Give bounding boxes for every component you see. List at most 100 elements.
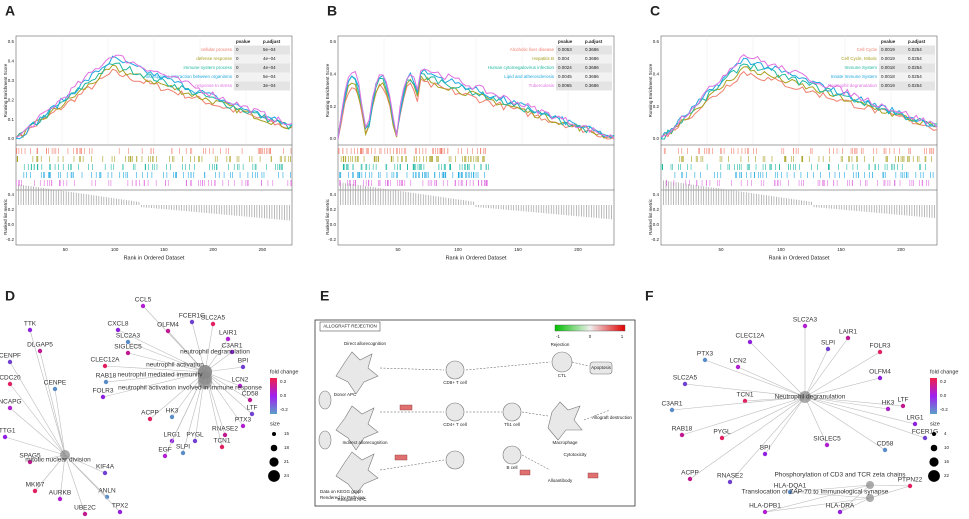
term-node — [866, 494, 874, 502]
pathway-title-box — [319, 321, 381, 332]
network-edge — [9, 361, 66, 456]
es-curve — [661, 63, 938, 140]
x-tick-label: 100 — [777, 247, 785, 252]
network-edge — [9, 407, 66, 456]
y-tick-label: 0.2 — [8, 207, 15, 212]
gene-node — [240, 364, 246, 370]
table-pvalue: 0 — [236, 56, 239, 61]
network-edge — [117, 329, 206, 373]
table-pvalue: 0.004 — [558, 56, 570, 61]
network-edge — [64, 454, 106, 474]
es-curve — [15, 55, 293, 140]
network-edge — [104, 365, 206, 373]
network-edge — [869, 485, 911, 499]
table-cell — [234, 81, 290, 91]
pathway-label: Allograft destruction — [592, 415, 632, 420]
gene-label: LRG1 — [164, 432, 181, 439]
es-curve — [660, 57, 938, 140]
table-cell — [879, 81, 935, 91]
y-tick-label: 0.0 — [653, 136, 660, 141]
pathway-label: CD8+ T cell — [443, 380, 466, 385]
y-axis-label: Ranked list metric — [325, 198, 330, 235]
legend-tick: 10 — [944, 445, 950, 450]
gene-node — [210, 321, 216, 327]
size-key — [932, 432, 936, 436]
gene-node — [7, 405, 13, 411]
network-edge — [684, 383, 806, 398]
term-node — [198, 375, 212, 389]
pathway-label: Macrophage — [552, 440, 578, 445]
table-cell — [234, 72, 290, 82]
gene-label: SIGLEC5 — [813, 436, 841, 443]
legend-name: Alcoholic liver disease — [510, 47, 555, 52]
gene-label: CLEC12A — [91, 357, 121, 364]
legend-name: Innate Immune System — [831, 74, 878, 79]
gene-node — [57, 496, 63, 502]
legend-name: Tuberculosis — [529, 83, 555, 88]
term-label: Neutrophil degranulation — [775, 394, 846, 401]
gene-node — [912, 421, 918, 427]
network-edge — [764, 484, 871, 513]
network-edge — [34, 454, 66, 492]
gene-label: MKI67 — [26, 482, 45, 489]
network-edge — [191, 321, 206, 373]
gene-node — [229, 349, 235, 355]
pathway-color-scale — [554, 324, 626, 332]
y-tick-label: 0.6 — [653, 39, 660, 44]
table-padjust: 0.0254 — [908, 56, 922, 61]
table-padjust: 0.0254 — [908, 65, 922, 70]
network-edge — [839, 497, 871, 513]
gene-label: SLC2A5 — [201, 315, 226, 322]
gene-label: PTX3 — [697, 351, 714, 358]
es-curve — [15, 64, 293, 139]
gene-node — [882, 447, 888, 453]
network-edge — [29, 329, 66, 456]
network-edge — [59, 454, 66, 500]
gene-label: RNASE2 — [717, 473, 743, 480]
gene-node — [719, 435, 725, 441]
gene-node — [249, 411, 255, 417]
gene-node — [762, 509, 768, 515]
gene-label: C3AR1 — [662, 401, 683, 408]
y-tick-label: 0.4 — [653, 192, 660, 197]
network-edge — [681, 396, 806, 436]
table-cell — [879, 54, 935, 64]
network-edge — [64, 454, 86, 515]
gene-label: FOLR3 — [870, 343, 891, 350]
y-tick-label: 0.6 — [330, 39, 337, 44]
es-curve — [15, 62, 293, 140]
gene-node — [162, 453, 168, 459]
gene-node — [82, 511, 88, 517]
network-edge — [869, 484, 911, 487]
gene-label: TCN1 — [214, 438, 231, 445]
x-axis-label: Rank in Ordered Dataset — [124, 255, 185, 261]
scale-label: 1 — [621, 334, 624, 339]
legend-name: response to stress — [195, 83, 233, 88]
y-tick-label: 0.2 — [330, 104, 337, 109]
term-node — [866, 481, 874, 489]
pathway-label: Donor APC — [334, 392, 357, 397]
gene-label: CLEC12A — [736, 333, 766, 340]
panel-letter: B — [327, 3, 337, 19]
gene-label: LRG1 — [907, 415, 924, 422]
gene-label: LAIR1 — [839, 329, 857, 336]
table-header: pvalue — [236, 39, 251, 44]
y-tick-label: -0.2 — [6, 237, 14, 242]
legend-name: Hepatitis B — [532, 56, 554, 61]
network-edge — [127, 352, 206, 373]
legend-tick: 0.2 — [940, 379, 947, 384]
gene-node — [222, 432, 228, 438]
gene-node — [7, 381, 13, 387]
table-padjust: 3e−04 — [263, 83, 276, 88]
y-tick-label: 0.4 — [330, 72, 337, 77]
y-tick-label: 0.1 — [8, 117, 15, 122]
network-edge — [149, 371, 206, 420]
table-pvalue: 0.0018 — [881, 74, 895, 79]
legend-name: Immune System — [844, 65, 877, 70]
gene-label: PYGL — [713, 429, 731, 436]
gene-node — [169, 414, 175, 420]
gene-label: TTK — [24, 321, 37, 328]
y-axis-label: Running Enrichment Score — [3, 63, 8, 117]
es-curve — [15, 54, 293, 138]
gene-node — [115, 327, 121, 333]
